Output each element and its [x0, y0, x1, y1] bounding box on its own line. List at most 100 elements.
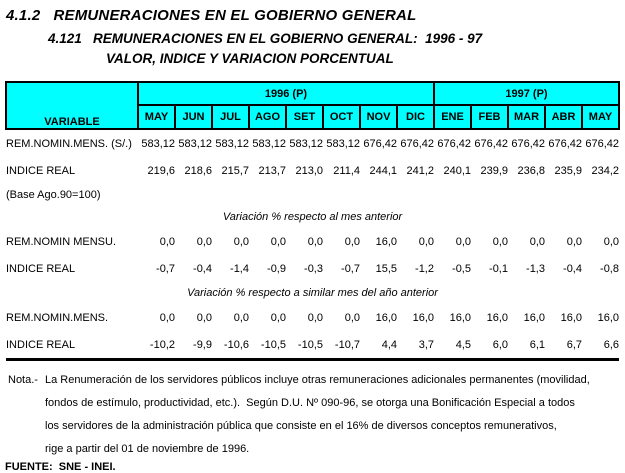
- value-cell: 0,0: [270, 311, 286, 324]
- month-header-may-1996: MAY: [137, 104, 176, 130]
- value-cell: 583,12: [289, 137, 323, 150]
- value-cell: -10,7: [323, 331, 360, 361]
- note-line-2: fondos de estímulo, productividad, etc.)…: [45, 397, 575, 409]
- value-cell: 16,0: [412, 311, 434, 324]
- value-cell: -10,5: [249, 331, 286, 361]
- section-number-title: 4.1.2 REMUNERACIONES EN EL GOBIERNO GENE…: [6, 7, 417, 24]
- value-cell: 235,9: [554, 164, 582, 177]
- row-label: REM.NOMIN.MENS. (S/.): [6, 137, 132, 150]
- table-subtitle: VALOR, INDICE Y VARIACION PORCENTUAL: [106, 51, 394, 66]
- footnote-block: Nota.- La Renumeración de los servidores…: [8, 369, 625, 461]
- value-cell: 0,0: [159, 311, 175, 324]
- month-header-may-1997: MAY: [581, 104, 620, 130]
- month-header-feb-1997: FEB: [470, 104, 509, 130]
- value-cell: 4,5: [434, 331, 471, 361]
- value-cell: 236,8: [517, 164, 545, 177]
- value-cell: 240,1: [443, 164, 471, 177]
- row-label: INDICE REAL: [6, 262, 76, 275]
- value-cell: -1,2: [415, 262, 434, 275]
- value-cell: 0,0: [344, 311, 360, 324]
- variable-column-header: VARIABLE: [5, 81, 139, 130]
- value-cell: 16,0: [597, 311, 619, 324]
- value-cell: 15,5: [375, 262, 397, 275]
- value-cell: 16,0: [523, 311, 545, 324]
- value-cell: 16,0: [560, 311, 582, 324]
- value-cell: -0,8: [600, 262, 619, 275]
- value-cell: 6,1: [508, 331, 545, 361]
- value-cell: 0,0: [233, 311, 249, 324]
- value-cell: 0,0: [196, 311, 212, 324]
- value-cell: 676,42: [474, 137, 508, 150]
- data-row-rem-nomin-mens-s: REM.NOMIN.MENS. (S/.) 583,12 583,12 583,12 5…: [6, 129, 619, 157]
- value-cell: 676,42: [437, 137, 471, 150]
- value-cell: 676,42: [511, 137, 545, 150]
- title-block: 4.1.2 REMUNERACIONES EN EL GOBIERNO GENE…: [0, 0, 625, 67]
- data-row-rem-nomin-mensu: REM.NOMIN MENSU. 0,0 0,0 0,0 0,0 0,0 0,0 16,0 0,…: [6, 228, 619, 255]
- value-cell: 211,4: [333, 164, 360, 177]
- value-cell: 0,0: [307, 235, 323, 248]
- value-cell: -0,4: [193, 262, 212, 275]
- row-label: INDICE REAL: [6, 164, 76, 177]
- value-cell: -0,9: [267, 262, 286, 275]
- value-cell: 239,9: [480, 164, 508, 177]
- value-cell: -9,9: [175, 331, 212, 361]
- base-note-row: (Base Ago.90=100): [6, 184, 619, 206]
- value-cell: -0,4: [563, 262, 582, 275]
- data-row-indice-real: INDICE REAL 219,6 218,6 215,7 213,7 213,0 211,…: [6, 157, 619, 184]
- value-cell: 6,7: [545, 331, 582, 361]
- month-header-jun-1996: JUN: [174, 104, 213, 130]
- value-cell: 4,4: [360, 331, 397, 361]
- value-cell: 6,6: [582, 331, 619, 361]
- table-header: VARIABLE 1996 (P) 1997 (P) MAY JUN JUL AGO S…: [5, 81, 620, 130]
- year-1997-header: 1997 (P): [433, 81, 620, 106]
- value-cell: 0,0: [455, 235, 471, 248]
- value-cell: -0,7: [341, 262, 360, 275]
- value-cell: 676,42: [400, 137, 434, 150]
- row-label: REM.NOMIN MENSU.: [6, 235, 116, 248]
- value-cell: -1,4: [230, 262, 249, 275]
- source-line: FUENTE: SNE - INEI.: [5, 461, 116, 473]
- month-header-set-1996: SET: [285, 104, 324, 130]
- value-cell: 0,0: [270, 235, 286, 248]
- row-label: REM.NOMIN.MENS.: [6, 311, 109, 324]
- base-note-label: (Base Ago.90=100): [6, 189, 101, 201]
- value-cell: -1,3: [526, 262, 545, 275]
- month-header-dic-1996: DIC: [396, 104, 435, 130]
- note-line-4: rige a partir del 01 de noviembre de 199…: [45, 443, 250, 455]
- section-title: Variación % respecto a similar mes del a…: [187, 287, 438, 299]
- value-cell: -0,5: [452, 262, 471, 275]
- note-label: Nota.-: [8, 374, 38, 386]
- data-row-indice-real: INDICE REAL -10,2 -9,9 -10,6 -10,5 -10,5 -10,7…: [6, 331, 619, 361]
- month-header-row: MAY JUN JUL AGO SET OCT NOV DIC ENE FEB MAR ABR MAY: [6, 104, 620, 130]
- note-lines: La Renumeración de los servidores públic…: [45, 369, 625, 461]
- value-cell: -0,7: [156, 262, 175, 275]
- value-cell: 16,0: [486, 311, 508, 324]
- year-1996-header: 1996 (P): [137, 81, 435, 106]
- value-cell: 213,0: [295, 164, 323, 177]
- value-cell: 583,12: [215, 137, 249, 150]
- value-cell: 6,0: [471, 331, 508, 361]
- value-cell: 241,2: [406, 164, 434, 177]
- value-cell: -0,1: [489, 262, 508, 275]
- value-cell: 215,7: [221, 164, 249, 177]
- value-cell: 676,42: [363, 137, 397, 150]
- month-header-mar-1997: MAR: [507, 104, 546, 130]
- value-cell: 3,7: [397, 331, 434, 361]
- month-header-abr-1997: ABR: [544, 104, 583, 130]
- value-cell: 676,42: [585, 137, 619, 150]
- value-cell: 583,12: [141, 137, 175, 150]
- row-label: INDICE REAL: [6, 331, 138, 361]
- year-header-row: VARIABLE 1996 (P) 1997 (P): [5, 81, 620, 130]
- month-header-ene-1997: ENE: [433, 104, 472, 130]
- value-cell: 0,0: [307, 311, 323, 324]
- value-cell: 0,0: [418, 235, 434, 248]
- value-cell: 583,12: [178, 137, 212, 150]
- section-header-row-variaci-n-respecto-al-mes-ante: Variación % respecto al mes anterior: [6, 206, 619, 228]
- value-cell: 213,7: [258, 164, 286, 177]
- value-cell: 0,0: [603, 235, 619, 248]
- value-cell: 0,0: [492, 235, 508, 248]
- value-cell: 219,6: [147, 164, 175, 177]
- value-cell: 676,42: [548, 137, 582, 150]
- note-line-1: La Renumeración de los servidores públic…: [45, 374, 590, 386]
